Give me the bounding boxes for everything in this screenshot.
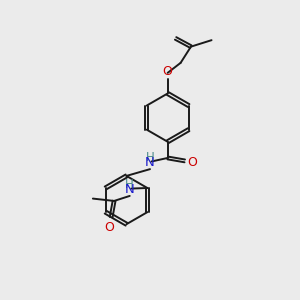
Text: H: H <box>146 151 154 164</box>
Text: O: O <box>188 156 198 169</box>
Text: N: N <box>125 183 135 196</box>
Text: H: H <box>125 178 134 191</box>
Text: N: N <box>145 156 155 169</box>
Text: O: O <box>163 64 172 78</box>
Text: O: O <box>105 221 115 234</box>
